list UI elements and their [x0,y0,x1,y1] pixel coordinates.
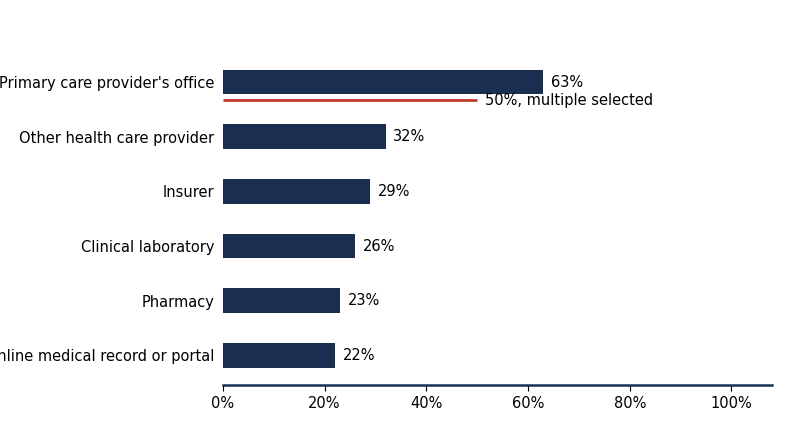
Text: 23%: 23% [348,293,380,308]
Bar [223,70,543,94]
Text: 32%: 32% [393,129,426,144]
Text: 22%: 22% [342,348,375,363]
Text: 26%: 26% [363,239,395,254]
Text: 63%: 63% [551,74,583,89]
Bar [223,288,340,313]
Bar [223,343,335,367]
Bar [223,124,385,149]
Text: 29%: 29% [378,184,411,199]
Bar [223,179,370,204]
Text: 50%, multiple selected: 50%, multiple selected [485,92,653,108]
Bar [223,234,355,258]
